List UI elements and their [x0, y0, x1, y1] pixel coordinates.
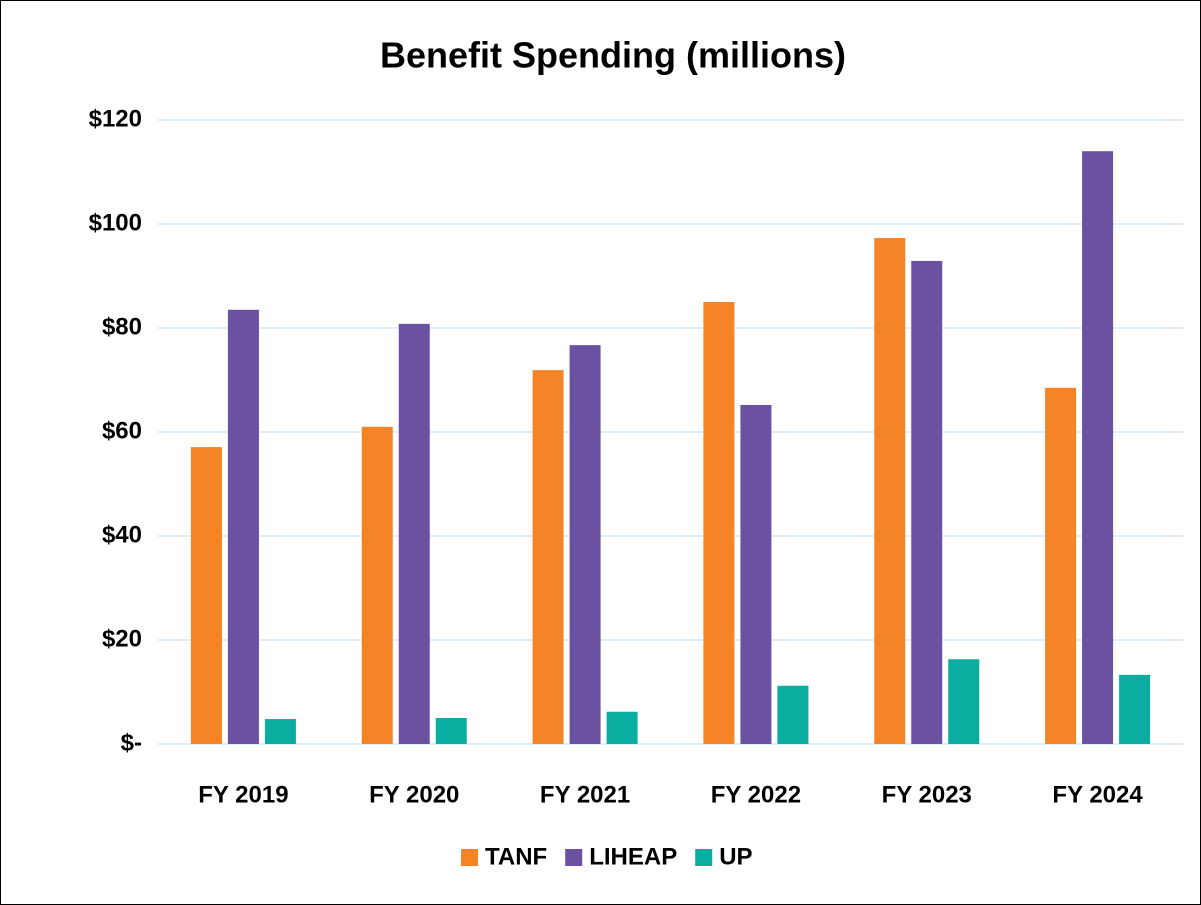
x-tick-label: FY 2024 — [1052, 781, 1143, 808]
bar — [777, 685, 809, 744]
y-tick-label: $100 — [89, 209, 142, 236]
bar — [948, 659, 980, 744]
bar — [264, 719, 296, 744]
legend-swatch — [461, 849, 478, 866]
bar — [398, 323, 430, 744]
bar — [1082, 151, 1114, 744]
bar — [606, 711, 638, 744]
legend-label: TANF — [485, 843, 547, 870]
legend-label: UP — [719, 843, 752, 870]
y-tick-label: $40 — [102, 521, 142, 548]
bar — [361, 426, 393, 744]
chart-title: Benefit Spending (millions) — [380, 35, 846, 76]
y-tick-label: $- — [121, 729, 142, 756]
x-tick-label: FY 2019 — [198, 781, 288, 808]
legend-swatch — [565, 849, 583, 866]
bar — [569, 345, 601, 744]
y-tick-label: $60 — [102, 417, 142, 444]
bar — [703, 302, 735, 744]
bar — [190, 447, 222, 744]
bar — [435, 718, 467, 744]
bar — [1045, 387, 1077, 744]
x-tick-label: FY 2020 — [369, 781, 459, 808]
bar — [1119, 674, 1151, 744]
legend-swatch — [695, 849, 713, 866]
y-tick-label: $120 — [89, 105, 142, 132]
x-tick-label: FY 2022 — [711, 781, 801, 808]
y-tick-label: $80 — [102, 313, 142, 340]
legend-label: LIHEAP — [589, 843, 677, 870]
bar — [532, 370, 564, 744]
bar — [227, 309, 259, 744]
x-tick-label: FY 2021 — [540, 781, 630, 808]
y-tick-label: $20 — [102, 625, 142, 652]
bar — [874, 238, 906, 745]
bar — [911, 260, 943, 744]
bar — [740, 404, 772, 744]
x-tick-label: FY 2023 — [882, 781, 972, 808]
